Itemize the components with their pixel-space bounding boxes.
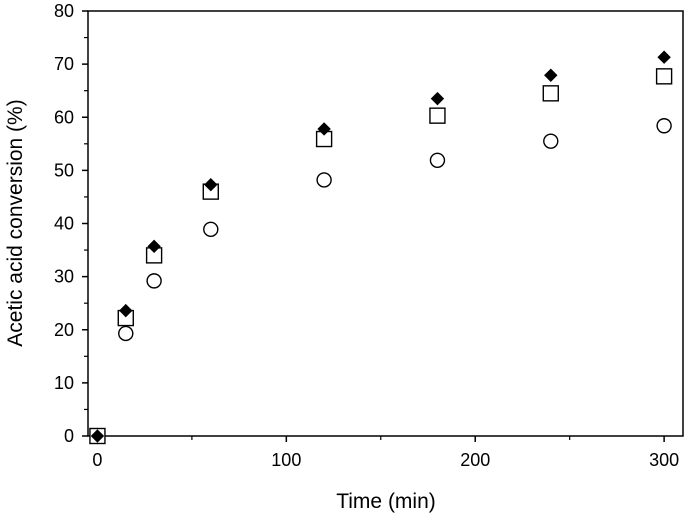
y-tick-label: 80 [54, 1, 74, 21]
data-point-diamond [657, 50, 671, 64]
data-point-square [542, 85, 559, 102]
y-tick-label: 40 [54, 214, 74, 234]
x-axis-title: Time (min) [336, 490, 436, 513]
data-point-circle [203, 221, 219, 238]
data-point-square [655, 68, 673, 85]
data-point-square [429, 107, 446, 124]
data-point-diamond [317, 122, 331, 136]
y-axis-title: Acetic acid conversion (%) [4, 99, 27, 346]
x-tick-label: 0 [92, 450, 102, 470]
data-point-circle [118, 325, 134, 342]
x-axis-ticks: 0 100 200 300 [92, 436, 679, 470]
y-tick-label: 50 [54, 160, 74, 180]
data-points [89, 50, 673, 445]
data-point-diamond [119, 303, 133, 318]
data-point-circle [316, 172, 332, 188]
x-tick-label: 100 [271, 450, 301, 470]
x-tick-label: 300 [649, 450, 679, 470]
data-point-circle [146, 273, 162, 289]
plot-frame [87, 10, 684, 437]
data-point-circle [429, 152, 446, 168]
data-point-diamond [147, 239, 161, 254]
y-tick-label: 10 [54, 373, 74, 393]
y-axis-ticks: 0 10 20 30 40 50 60 70 80 [54, 1, 88, 446]
y-tick-label: 0 [64, 426, 74, 446]
data-point-diamond [90, 429, 105, 443]
y-tick-label: 60 [54, 107, 74, 127]
plot-area [87, 10, 684, 437]
x-tick-label: 200 [460, 450, 490, 470]
data-point-circle [656, 118, 672, 134]
data-point-diamond [544, 68, 558, 82]
data-point-diamond [204, 178, 218, 192]
y-tick-label: 20 [54, 320, 74, 340]
data-point-diamond [430, 91, 445, 106]
y-tick-label: 30 [54, 267, 74, 287]
data-point-circle [543, 133, 559, 149]
y-tick-label: 70 [54, 54, 74, 74]
